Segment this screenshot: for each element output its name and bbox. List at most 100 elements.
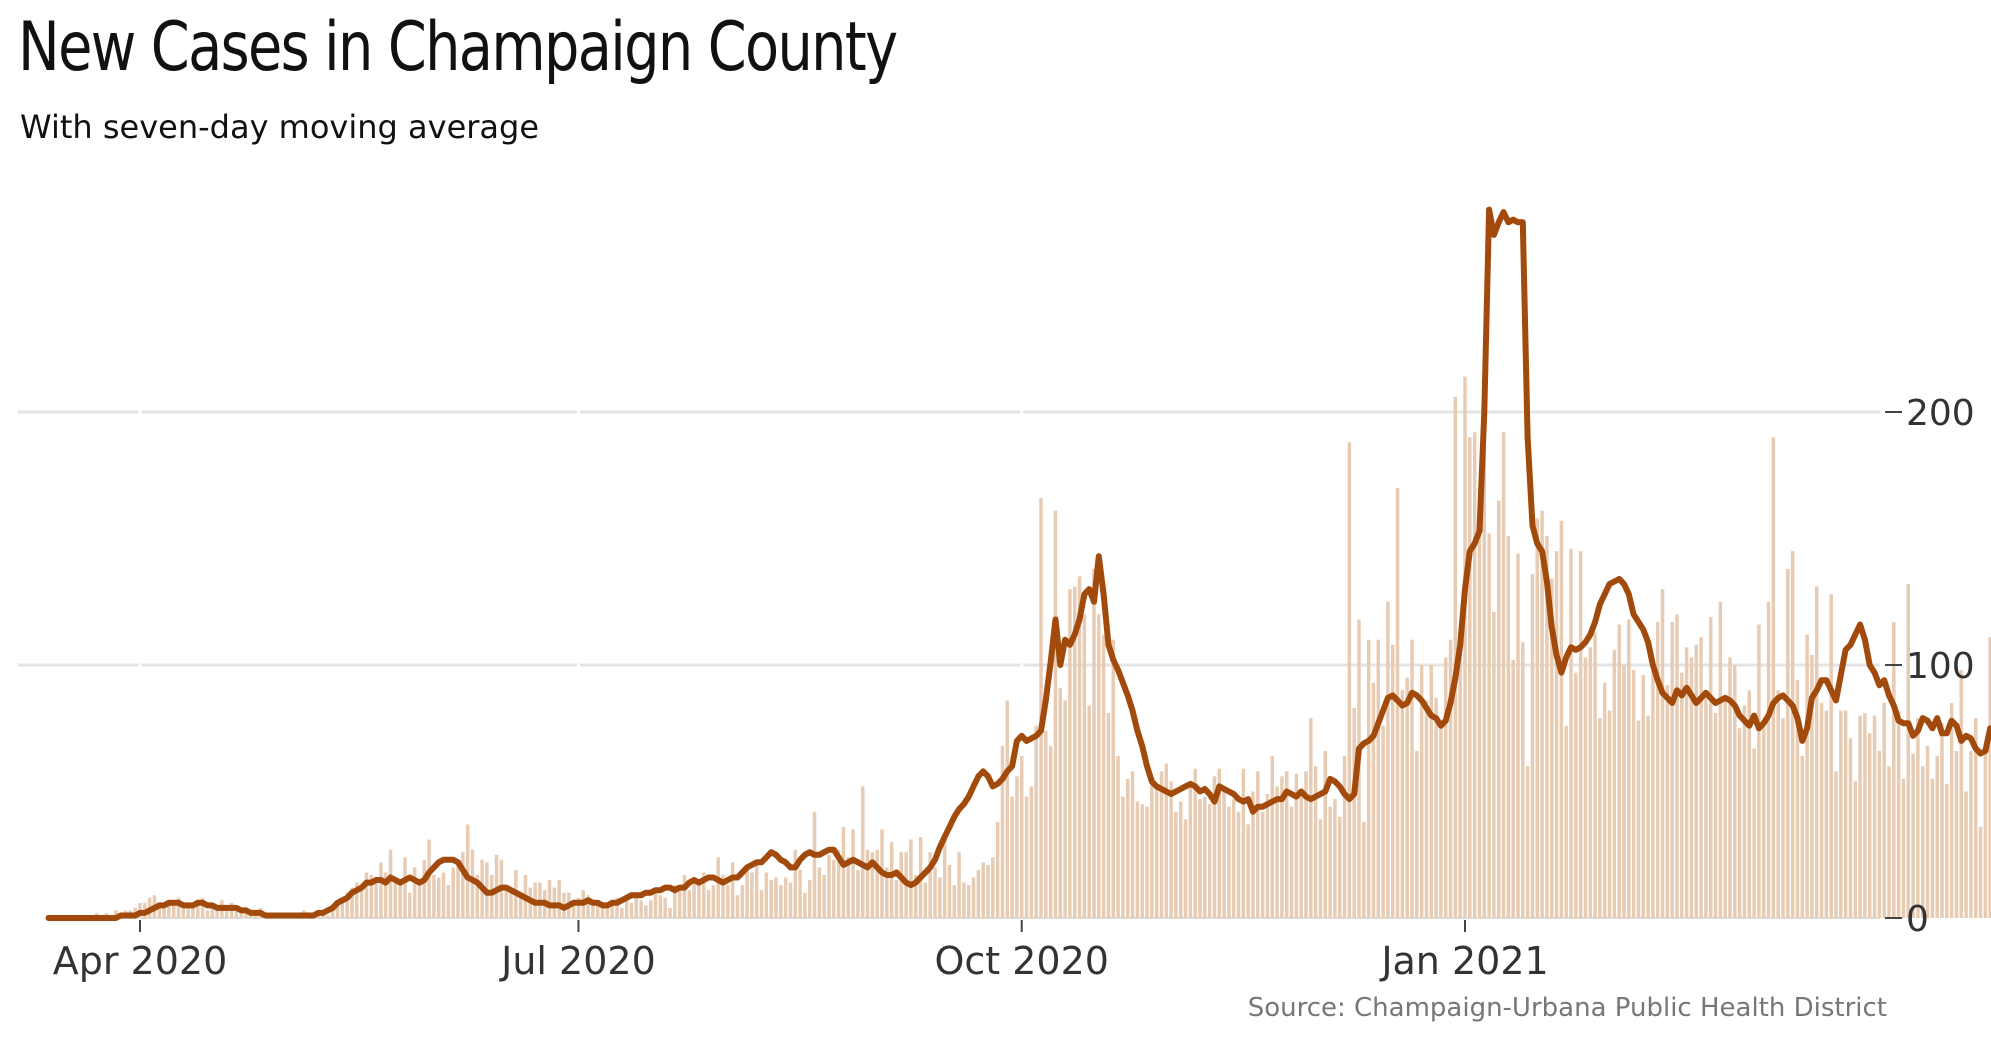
bar [1723, 697, 1727, 918]
bar [1111, 639, 1116, 918]
bar [817, 867, 822, 918]
bar [923, 882, 928, 918]
bar [1583, 657, 1588, 918]
bar [412, 867, 417, 918]
bar [465, 824, 470, 918]
bar [1708, 616, 1713, 918]
bar [909, 839, 913, 918]
bar [1492, 611, 1496, 918]
bar [403, 857, 407, 918]
bar [1911, 753, 1915, 918]
bar [345, 892, 349, 918]
bar [456, 862, 460, 918]
bar [1843, 710, 1848, 918]
bar [191, 902, 195, 918]
bar [1463, 376, 1467, 919]
x-axis: Apr 2020 Jul 2020 Oct 2020 Jan 2021 [53, 920, 1549, 983]
bar [624, 897, 629, 918]
bar [557, 880, 561, 918]
bar [340, 897, 345, 918]
bar [1376, 639, 1381, 918]
source-note: Source: Champaign-Urbana Public Health D… [1247, 993, 1887, 1023]
bar [1039, 498, 1043, 918]
bar [1140, 804, 1144, 918]
bar [1858, 715, 1862, 918]
bar [1068, 589, 1072, 918]
bar [1337, 816, 1342, 918]
bar [1366, 639, 1371, 918]
bar [788, 882, 793, 918]
bar [1424, 700, 1429, 918]
bar [610, 905, 614, 918]
bar [1916, 718, 1920, 918]
bar [1386, 601, 1390, 918]
bar [885, 867, 889, 918]
bar [759, 890, 764, 918]
bar [1458, 647, 1462, 918]
bar [379, 862, 383, 918]
bar [807, 880, 812, 918]
bar [1737, 728, 1742, 918]
bar [836, 849, 841, 918]
y-axis: 0 100 200 [1885, 393, 1975, 940]
bar [181, 902, 186, 918]
bar [359, 885, 364, 918]
bar [750, 872, 754, 918]
bar [832, 859, 836, 918]
bar [1309, 718, 1313, 918]
bar [326, 915, 330, 918]
bar [1294, 773, 1299, 918]
bar [682, 874, 687, 918]
bar [1839, 710, 1843, 918]
bar [186, 907, 190, 918]
bar [1892, 621, 1896, 918]
bar [1814, 586, 1819, 918]
bar [489, 874, 494, 918]
bar [952, 885, 957, 918]
bar [783, 877, 788, 918]
bar [957, 852, 961, 918]
bar-series [61, 376, 1991, 919]
bar [1540, 510, 1544, 918]
bar [1930, 778, 1935, 918]
bar [436, 877, 441, 918]
bar [721, 874, 725, 918]
bar [446, 885, 451, 918]
bar [1439, 725, 1443, 918]
bar [1063, 700, 1067, 918]
bar [1265, 794, 1270, 918]
bar [1863, 713, 1867, 918]
bar [692, 877, 696, 918]
bar [1593, 632, 1597, 918]
bar [388, 849, 393, 918]
bar [1082, 614, 1087, 918]
y-tick-label: 0 [1906, 899, 1929, 940]
bar [1752, 748, 1756, 918]
bar [1945, 783, 1949, 918]
bar [1496, 500, 1501, 918]
bar [114, 910, 118, 918]
bar [1130, 771, 1135, 918]
bar [1867, 733, 1872, 918]
bar [1964, 791, 1968, 918]
bar [735, 895, 740, 918]
bar [1183, 819, 1188, 918]
bar [1574, 672, 1578, 918]
bar [754, 862, 759, 918]
bar [928, 852, 932, 918]
bar [1236, 811, 1241, 918]
bar [1959, 670, 1964, 918]
bar [697, 885, 701, 918]
bar [244, 910, 248, 918]
bar [1241, 768, 1246, 918]
bar [1101, 634, 1106, 918]
bar [673, 885, 677, 918]
bar [1559, 520, 1564, 918]
bar [1549, 578, 1554, 918]
bar [422, 859, 427, 918]
bar [1448, 639, 1453, 918]
bar [1569, 548, 1573, 918]
y-tick-label: 100 [1906, 646, 1975, 687]
bar [210, 905, 215, 918]
x-tick-label: Jul 2020 [499, 939, 656, 983]
